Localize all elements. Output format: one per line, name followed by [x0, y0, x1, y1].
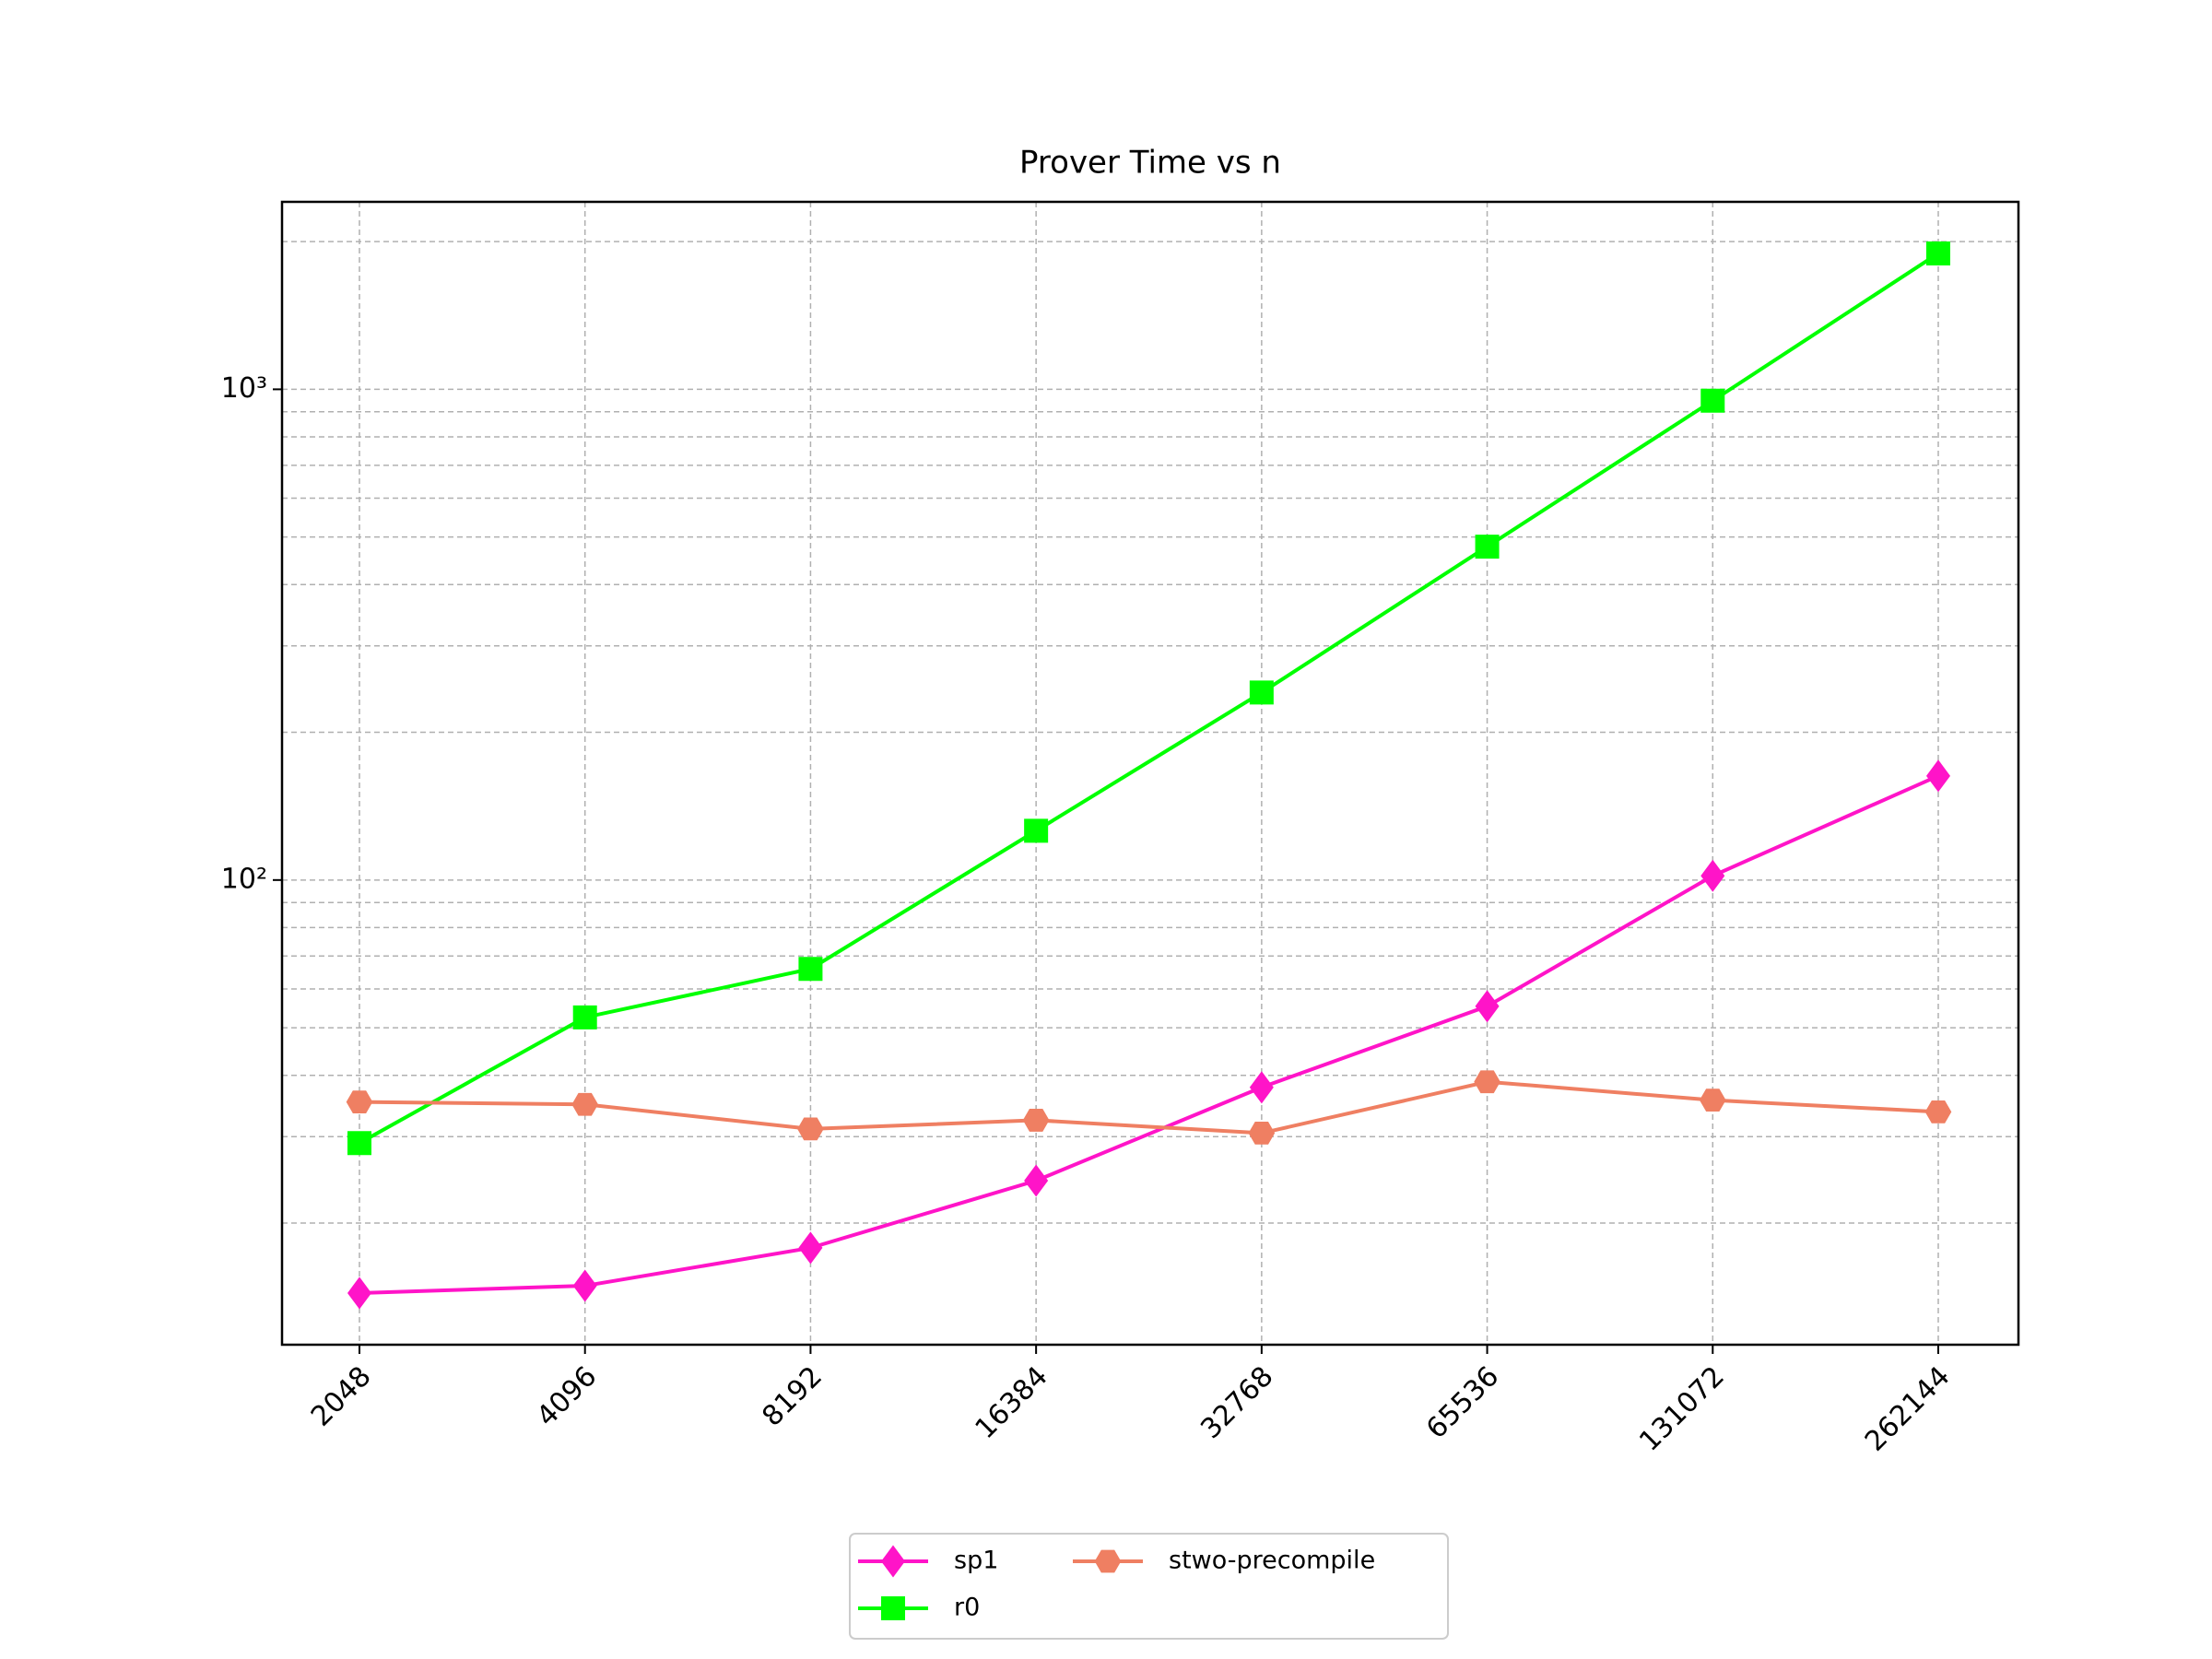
legend-label: r0 [954, 1594, 980, 1622]
marker [1249, 1071, 1274, 1104]
marker [881, 1545, 905, 1578]
marker [572, 1269, 597, 1302]
legend: sp1 r0 stwo-precompile [849, 1533, 1449, 1640]
marker [347, 1277, 371, 1310]
marker [1248, 1122, 1276, 1145]
x-tick-label: 32768 [1194, 1360, 1279, 1445]
marker [572, 1005, 597, 1030]
series-line [359, 252, 1940, 1146]
marker [1249, 680, 1274, 705]
marker [1926, 241, 1950, 265]
marker [1024, 818, 1049, 843]
legend-label: stwo-precompile [1169, 1547, 1375, 1575]
chart-title: Prover Time vs n [1019, 145, 1281, 182]
marker [1475, 990, 1500, 1023]
marker [571, 1092, 599, 1116]
marker [1024, 1164, 1049, 1197]
marker [346, 1090, 373, 1113]
x-tick-label: 131072 [1633, 1360, 1731, 1458]
x-tick-label: 8192 [756, 1360, 829, 1433]
series-line [359, 1079, 1939, 1135]
marker [798, 957, 823, 982]
plot-frame [280, 200, 2020, 1347]
marker [347, 1131, 371, 1156]
marker [798, 1231, 823, 1265]
series-line [359, 774, 1939, 1295]
marker [881, 1596, 905, 1620]
marker [1022, 1109, 1050, 1132]
legend-label: sp1 [954, 1547, 998, 1575]
marker [1700, 388, 1725, 413]
x-tick-label: 4096 [531, 1360, 604, 1433]
x-tick-label: 262144 [1859, 1360, 1957, 1458]
y-tick-label: 10³ [221, 372, 267, 405]
x-tick-label: 2048 [305, 1360, 378, 1433]
y-tick-label: 10² [221, 863, 267, 895]
marker [1474, 1070, 1500, 1094]
marker [1700, 859, 1725, 892]
marker [797, 1117, 824, 1141]
marker [1699, 1088, 1726, 1112]
legend-box [849, 1533, 1449, 1640]
x-tick-label: 65536 [1420, 1360, 1505, 1445]
marker [1924, 1100, 1952, 1124]
marker [1475, 535, 1500, 559]
x-tick-label: 16384 [970, 1360, 1054, 1445]
marker [1094, 1549, 1122, 1573]
marker [1926, 759, 1950, 793]
